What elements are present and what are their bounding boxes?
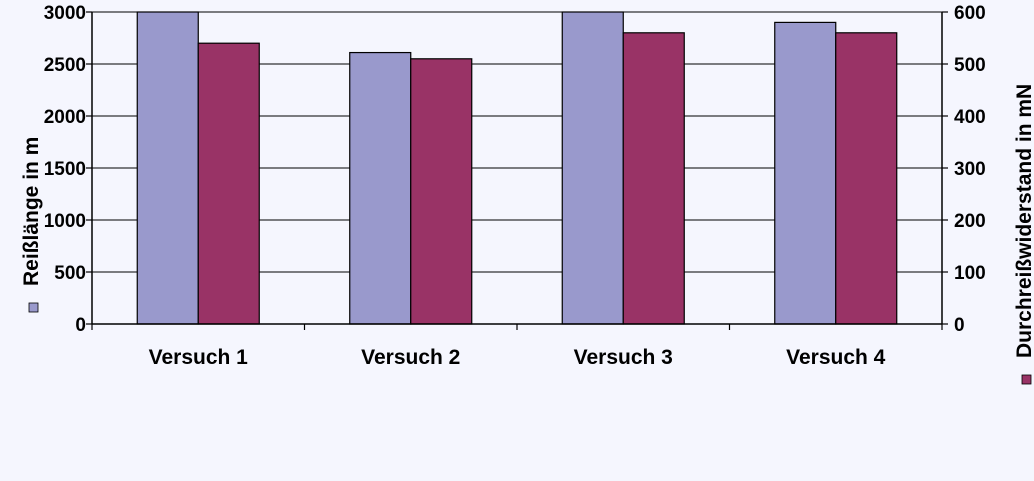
right-tick-label: 300 [954, 159, 986, 180]
category-labels: Versuch 1 Versuch 2 Versuch 3 Versuch 4 [91, 324, 943, 369]
right-tick-label: 600 [954, 3, 986, 24]
right-axis-title: Durchreißwiderstand in mN [1013, 84, 1034, 358]
left-tick-label: 2000 [44, 107, 86, 128]
bar-series-2 [622, 32, 685, 325]
right-tick-label: 400 [954, 107, 986, 128]
left-tick-label: 2500 [44, 55, 86, 76]
category-label: Versuch 1 [149, 346, 249, 369]
bars [136, 11, 898, 325]
right-legend-marker [1021, 374, 1032, 385]
left-tick-label: 500 [54, 263, 86, 284]
category-label: Versuch 2 [361, 346, 460, 369]
left-tick-label: 1000 [44, 211, 86, 232]
left-axis-title: Reißlänge in m [20, 137, 43, 286]
bar-series-1 [136, 11, 199, 325]
left-axis-ticks: 0 500 1000 1500 2000 2500 3000 [44, 3, 92, 336]
left-tick-label: 3000 [44, 3, 86, 24]
right-axis-ticks: 0 100 200 300 400 500 600 [942, 3, 986, 336]
category-label: Versuch 4 [786, 346, 886, 369]
right-tick-label: 200 [954, 211, 986, 232]
category-label: Versuch 3 [574, 346, 673, 369]
left-axis-title-group: Reißlänge in m [20, 137, 43, 313]
bar-series-2 [410, 58, 473, 325]
right-axis-title-group: Durchreißwiderstand in mN [1013, 84, 1034, 385]
right-tick-label: 100 [954, 263, 986, 284]
left-tick-label: 1500 [44, 159, 86, 180]
right-tick-label: 0 [954, 315, 965, 336]
left-legend-marker [28, 302, 39, 313]
bar-series-2 [835, 32, 898, 325]
bar-series-2 [197, 42, 260, 325]
bar-series-1 [561, 11, 624, 325]
bar-series-1 [774, 21, 837, 325]
right-tick-label: 500 [954, 55, 986, 76]
left-tick-label: 0 [75, 315, 86, 336]
bar-series-1 [349, 51, 412, 325]
